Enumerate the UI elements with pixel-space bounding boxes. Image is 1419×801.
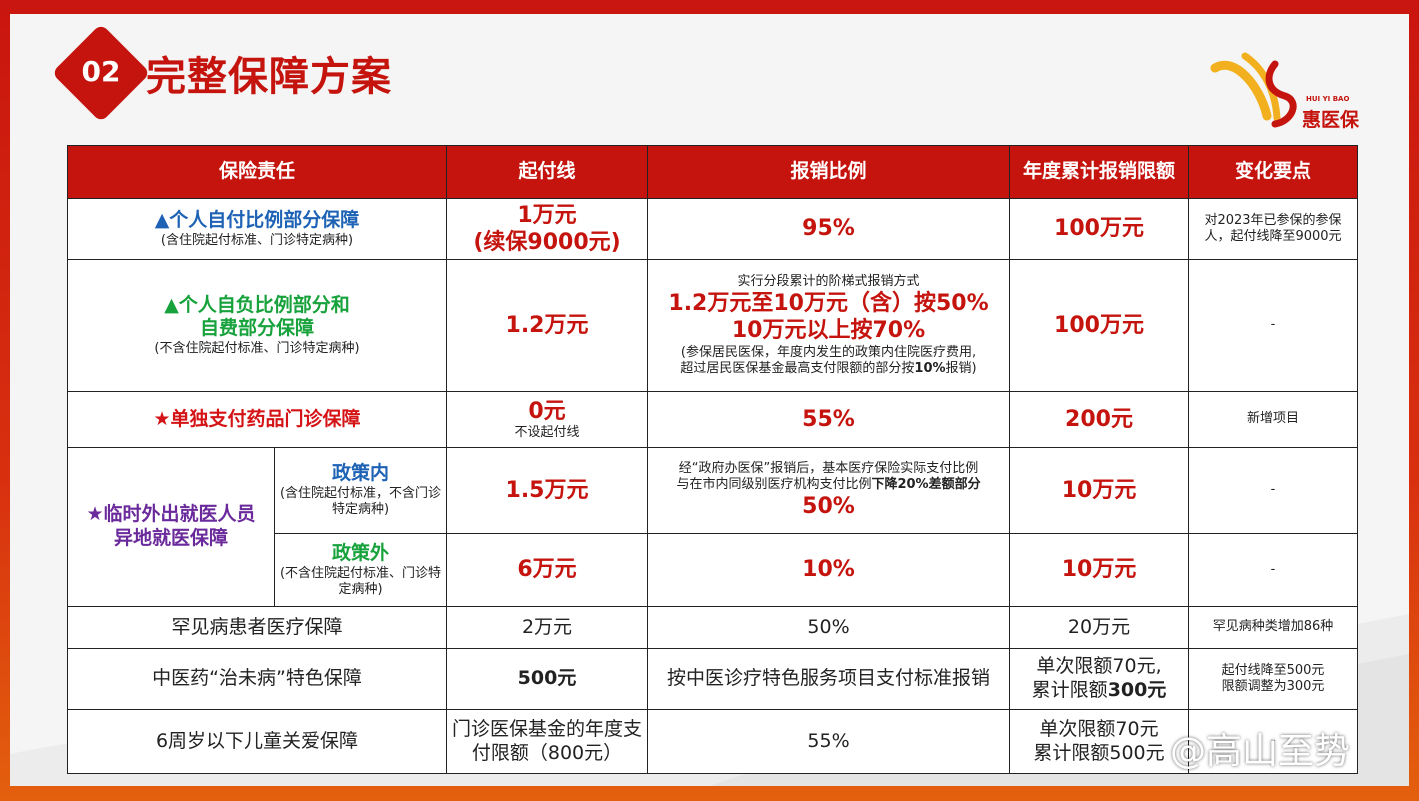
row-title-line2: 自费部分保障 xyxy=(200,317,315,340)
watermark: @高山至势 xyxy=(1170,731,1351,772)
ratio-note-text: 超过居民医保基金最高支付限额的部分按 xyxy=(680,361,915,377)
coverage-cell: 6周岁以下儿童关爱保障 xyxy=(66,709,448,774)
header-change: 变化要点 xyxy=(1188,145,1359,199)
limit-cell: 100万元 xyxy=(1009,259,1190,392)
table-row: 罕见病患者医疗保障 2万元 50% 20万元 罕见病种类增加86种 xyxy=(66,606,1359,649)
deductible-cell: 0元 不设起付线 xyxy=(446,391,649,448)
change-cell: - xyxy=(1188,447,1359,534)
ratio-note-line1: (参保居民医保，年度内发生的政策内住院医疗费用, xyxy=(680,344,977,360)
ratio-desc-line1: 经“政府办医保”报销后，基本医疗保险实际支付比例 xyxy=(678,460,979,476)
coverage-cell: ▲个人自付比例部分保障 (含住院起付标准、门诊特定病种) xyxy=(66,198,448,260)
limit-cell: 200元 xyxy=(1009,391,1190,448)
change-cell: 罕见病种类增加86种 xyxy=(1188,606,1359,649)
deductible-value: 1万元 xyxy=(517,202,577,228)
section-number: 02 xyxy=(81,55,121,88)
limit-cell: 单次限额70元 累计限额500元 xyxy=(1009,709,1190,774)
policy-out-title: 政策外 xyxy=(332,541,390,564)
policy-in-title: 政策内 xyxy=(332,462,390,485)
policy-in-subtitle: (含住院起付标准，不含门诊特定病种) xyxy=(279,486,442,518)
header-ratio: 报销比例 xyxy=(647,145,1011,199)
ratio-tier-2: 10万元以上按70% xyxy=(731,318,926,344)
limit-cell: 100万元 xyxy=(1009,198,1190,260)
change-cell: 新增项目 xyxy=(1188,391,1359,448)
ratio-note-percent: 10% xyxy=(914,361,946,377)
change-cell: - xyxy=(1188,259,1359,392)
ratio-cell: 10% xyxy=(647,533,1011,607)
deductible-cell: 门诊医保基金的年度支付限额（800元） xyxy=(446,709,649,774)
ratio-cell: 95% xyxy=(647,198,1011,260)
limit-total-label: 累计限额 xyxy=(1031,679,1108,701)
ratio-cell: 55% xyxy=(647,709,1011,774)
table-row: ★单独支付药品门诊保障 0元 不设起付线 55% 200元 新增项目 xyxy=(66,391,1359,448)
coverage-cell: 中医药“治未病”特色保障 xyxy=(66,648,448,710)
ratio-tier-1: 1.2万元至10万元（含）按50% xyxy=(668,290,989,316)
table-row: ★临时外出就医人员 异地就医保障 政策内 (含住院起付标准，不含门诊特定病种) … xyxy=(67,447,1359,607)
deductible-cell: 2万元 xyxy=(446,606,649,649)
table-row: 6周岁以下儿童关爱保障 门诊医保基金的年度支付限额（800元） 55% 单次限额… xyxy=(66,709,1359,774)
table-row: ▲个人自付比例部分保障 (含住院起付标准、门诊特定病种) 1万元 (续保9000… xyxy=(66,198,1359,260)
change-cell: - xyxy=(1188,533,1359,607)
row-subtitle: (含住院起付标准、门诊特定病种) xyxy=(160,232,354,248)
deductible-renewal: (续保9000元) xyxy=(473,230,621,255)
ratio-desc-bold: 下降20%差额部分 xyxy=(871,476,981,492)
huiyibao-logo-icon xyxy=(1210,52,1297,128)
deductible-cell: 1.5万元 xyxy=(446,447,649,534)
ratio-cell: 经“政府办医保”报销后，基本医疗保险实际支付比例 与在市内同级别医疗机构支付比例… xyxy=(647,447,1011,534)
table-row: 中医药“治未病”特色保障 500元 按中医诊疗特色服务项目支付标准报销 单次限额… xyxy=(66,648,1359,710)
ratio-desc-line2: 与在市内同级别医疗机构支付比例下降20%差额部分 xyxy=(652,477,1005,493)
group-title: ★临时外出就医人员 xyxy=(86,503,256,526)
limit-single: 单次限额70元 xyxy=(1039,717,1159,740)
coverage-cell: ▲个人自负比例部分和 自费部分保障 (不含住院起付标准、门诊特定病种) xyxy=(66,259,448,392)
row-subtitle: (不含住院起付标准、门诊特定病种) xyxy=(154,341,360,357)
table-row: ▲个人自负比例部分和 自费部分保障 (不含住院起付标准、门诊特定病种) 1.2万… xyxy=(66,259,1359,392)
ratio-desc-text: 与在市内同级别医疗机构支付比例 xyxy=(676,476,872,492)
header-limit: 年度累计报销限额 xyxy=(1009,145,1190,199)
policy-out-subtitle: (不含住院起付标准、门诊特定病种) xyxy=(279,565,442,597)
logo-english: HUI YI BAO xyxy=(1306,95,1350,103)
row-title: ▲个人自负比例部分和 xyxy=(164,293,350,316)
limit-total: 累计限额500元 xyxy=(1033,741,1165,764)
table-row: 政策外 (不含住院起付标准、门诊特定病种) 6万元 10% 10万元 - xyxy=(68,533,1359,607)
row-title: ▲个人自付比例部分保障 xyxy=(154,209,360,231)
deductible-value: 0元 xyxy=(528,398,566,424)
limit-total-value: 300元 xyxy=(1107,679,1167,701)
table-header-row: 保险责任 起付线 报销比例 年度累计报销限额 变化要点 xyxy=(66,145,1359,199)
ratio-cell: 按中医诊疗特色服务项目支付标准报销 xyxy=(647,648,1011,710)
ratio-cell: 实行分段累计的阶梯式报销方式 1.2万元至10万元（含）按50% 10万元以上按… xyxy=(647,259,1011,392)
coverage-group-cell: ★临时外出就医人员 异地就医保障 xyxy=(67,447,275,607)
deductible-cell: 6万元 xyxy=(446,533,649,607)
limit-cell: 10万元 xyxy=(1009,533,1190,607)
deductible-cell: 500元 xyxy=(446,648,649,710)
limit-total: 累计限额300元 xyxy=(1014,679,1184,703)
change-line2: 限额调整为300元 xyxy=(1221,679,1325,694)
limit-cell: 单次限额70元, 累计限额300元 xyxy=(1009,648,1190,710)
logo-chinese: 惠医保 xyxy=(1302,109,1360,131)
coverage-cell: 罕见病患者医疗保障 xyxy=(66,606,448,649)
policy-out-cell: 政策外 (不含住院起付标准、门诊特定病种) xyxy=(273,533,448,607)
limit-single: 单次限额70元, xyxy=(1036,655,1162,678)
coverage-cell: ★单独支付药品门诊保障 xyxy=(66,391,448,448)
deductible-cell: 1万元 (续保9000元) xyxy=(446,198,649,260)
limit-cell: 20万元 xyxy=(1009,606,1190,649)
ratio-note-end: 报销) xyxy=(945,361,977,377)
deductible-note: 不设起付线 xyxy=(514,425,580,441)
deductible-cell: 1.2万元 xyxy=(446,259,649,392)
ratio-value: 50% xyxy=(802,494,855,519)
change-line1: 起付线降至500元 xyxy=(1221,662,1325,678)
change-cell: 起付线降至500元 限额调整为300元 xyxy=(1188,648,1359,710)
header-coverage: 保险责任 xyxy=(66,145,448,199)
ratio-method: 实行分段累计的阶梯式报销方式 xyxy=(737,273,920,289)
header-deductible: 起付线 xyxy=(446,145,649,199)
page-title: 完整保障方案 xyxy=(146,54,392,100)
limit-cell: 10万元 xyxy=(1009,447,1190,534)
coverage-table: 保险责任 起付线 报销比例 年度累计报销限额 变化要点 ▲个人自付比例部分保障 … xyxy=(66,145,1359,774)
group-title-line2: 异地就医保障 xyxy=(113,527,228,549)
ratio-note-line2: 超过居民医保基金最高支付限额的部分按10%报销) xyxy=(652,361,1005,377)
change-cell: - xyxy=(1188,709,1359,774)
ratio-cell: 50% xyxy=(647,606,1011,649)
ratio-cell: 55% xyxy=(647,391,1011,448)
policy-in-cell: 政策内 (含住院起付标准，不含门诊特定病种) xyxy=(273,447,448,534)
change-cell: 对2023年已参保的参保人，起付线降至9000元 xyxy=(1188,198,1359,260)
